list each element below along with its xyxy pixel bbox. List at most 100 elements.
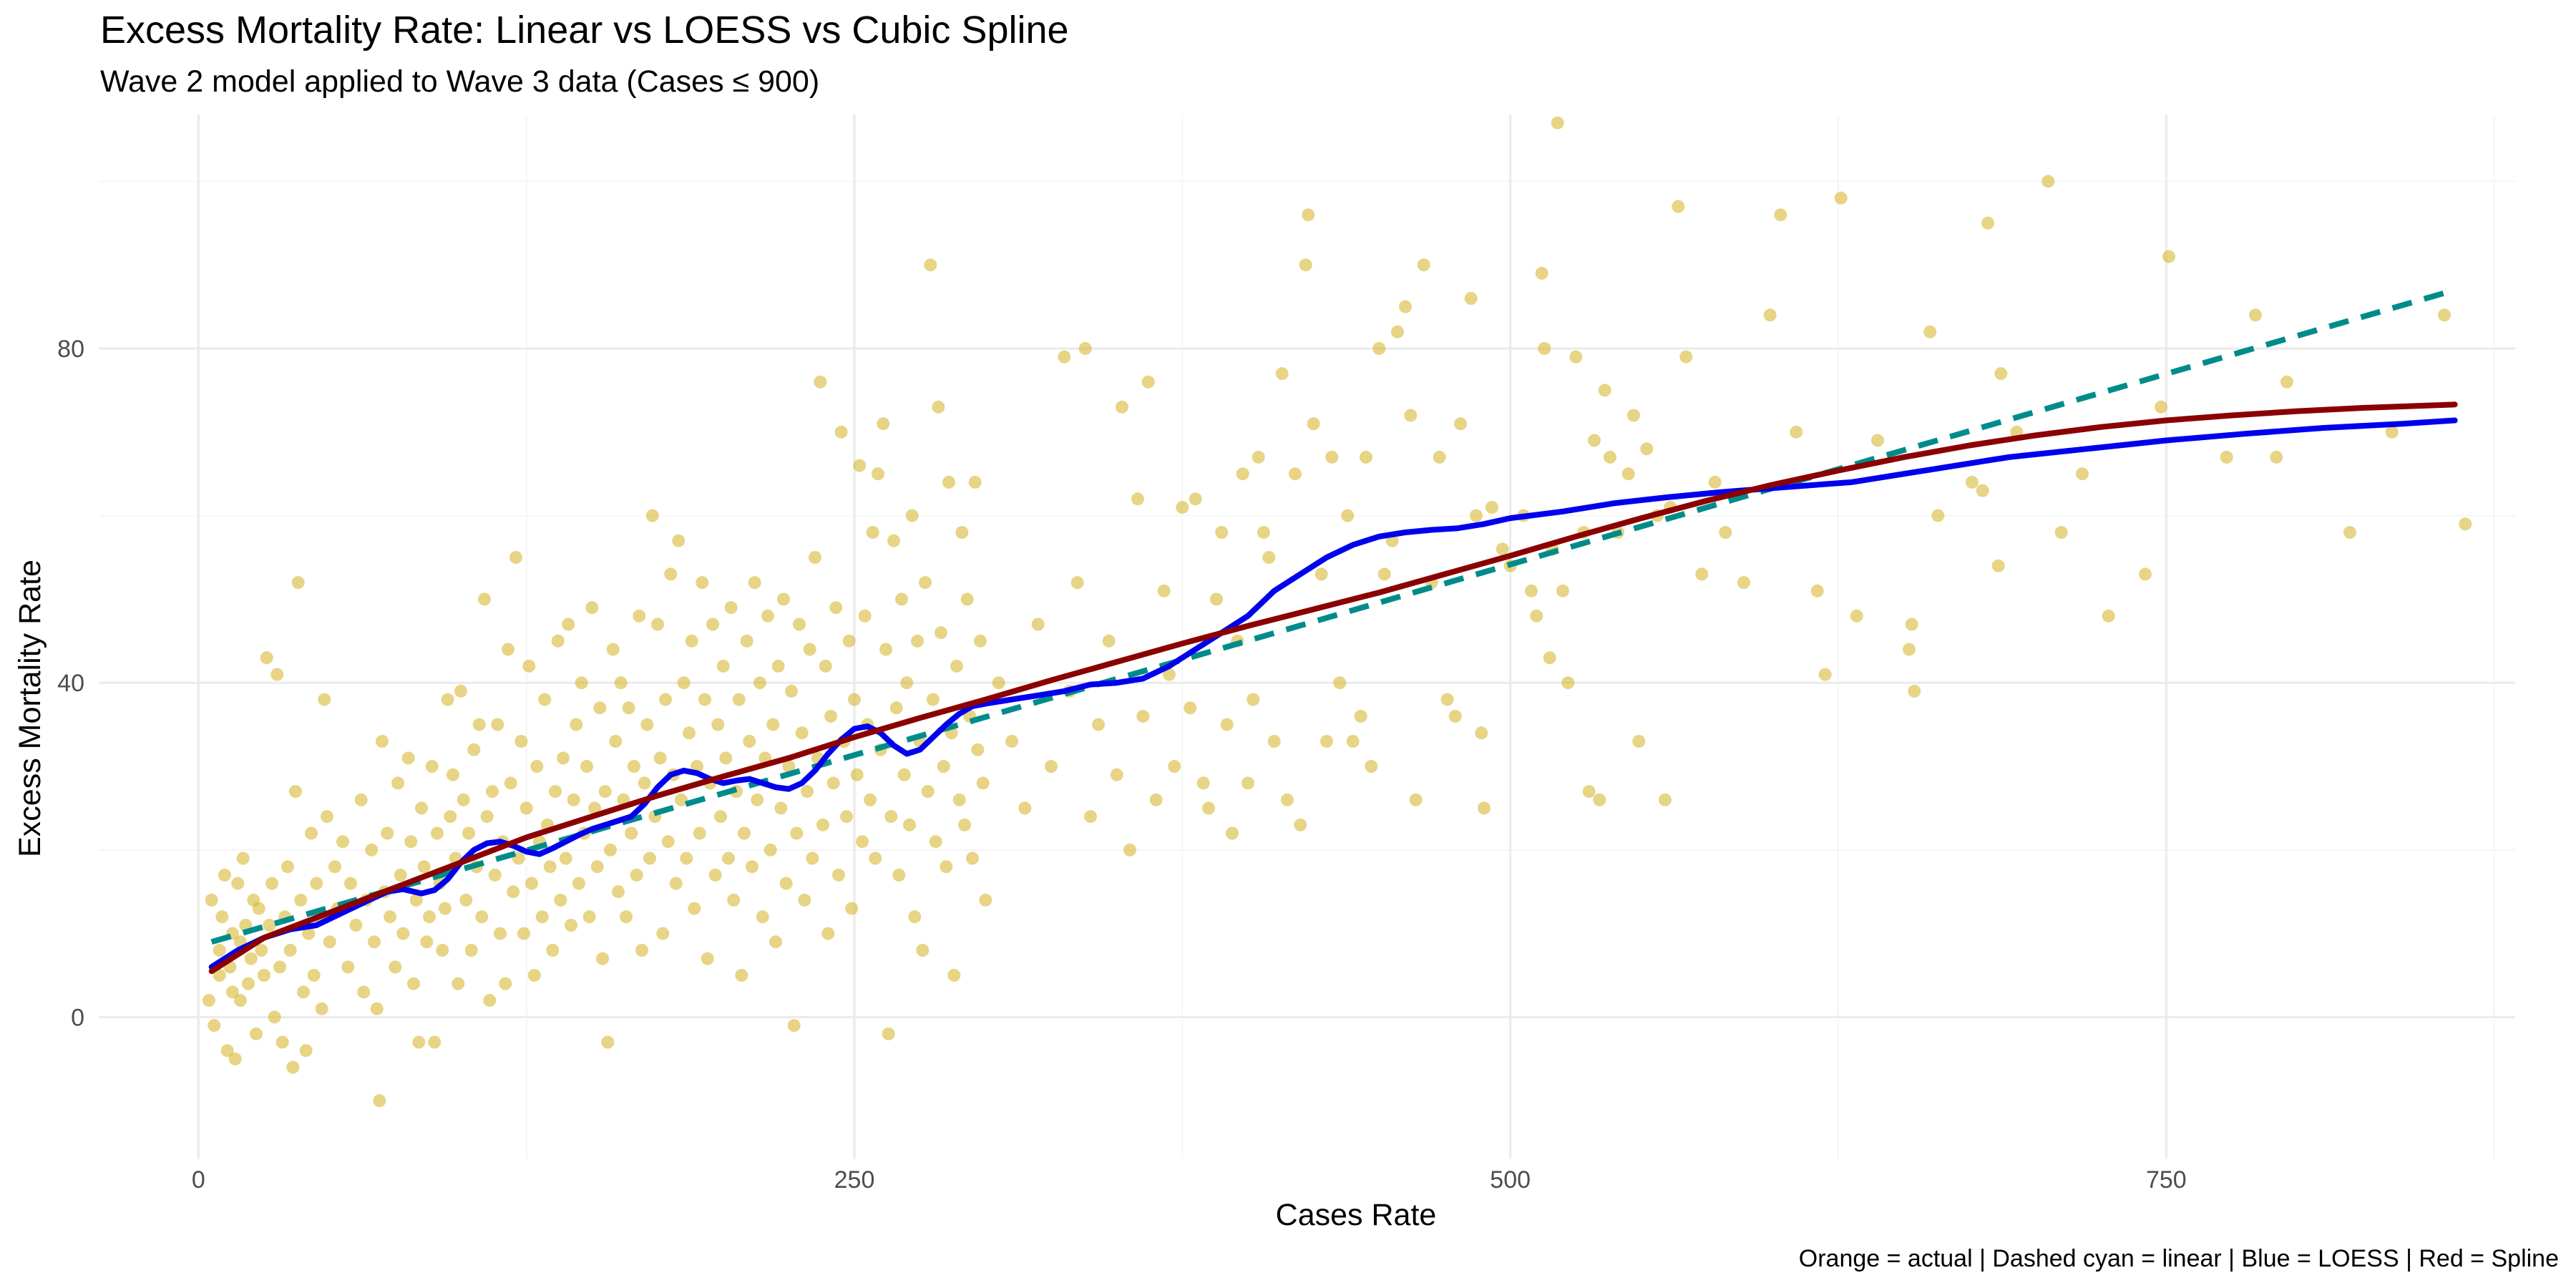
data-point [1659,793,1672,806]
data-point [381,826,394,840]
data-point [866,526,879,539]
data-point [457,793,470,806]
data-point [848,693,861,706]
data-point [746,860,758,874]
data-point [1672,200,1685,213]
data-point [1399,300,1412,313]
data-point [428,1035,441,1049]
data-point [289,785,302,799]
data-point [349,919,363,932]
data-point [677,676,691,690]
data-point [336,835,349,849]
data-point [415,801,428,815]
data-point [572,877,585,890]
linear-fit-line [210,287,2456,945]
data-point [1774,208,1787,222]
data-point [2076,467,2089,481]
data-point [701,952,714,965]
data-point [1045,760,1058,773]
data-point [1538,342,1551,355]
data-point [1070,576,1084,590]
data-point [656,927,670,940]
data-point [273,960,286,974]
data-point [675,793,688,806]
data-point [620,910,633,924]
data-point [1123,843,1136,857]
data-point [1475,726,1488,740]
data-point [748,576,761,590]
data-point [454,684,467,698]
data-point [567,793,580,806]
data-point [307,969,321,982]
data-point [952,793,966,806]
data-point [557,751,570,765]
data-point [929,835,942,849]
data-point [370,1002,384,1015]
data-point [974,634,987,648]
data-point [475,910,489,924]
data-point [462,826,475,840]
data-point [942,475,955,489]
data-point [1257,526,1270,539]
data-point [1226,826,1239,840]
data-point [1923,325,1937,338]
data-point [593,701,607,715]
data-point [976,776,990,790]
data-point [357,985,371,999]
data-point [777,592,790,606]
data-point [575,676,588,690]
data-point [384,910,396,924]
data-point [459,893,473,907]
data-point [452,977,465,990]
data-point [924,258,937,272]
data-point [270,668,284,681]
data-point [779,877,793,890]
data-point [226,985,239,999]
data-point [1905,618,1918,631]
data-point [1850,609,1863,623]
data-point [935,626,947,640]
data-point [722,852,735,865]
data-point [683,726,696,740]
spline-fit-line [208,401,2458,975]
data-point [250,1027,263,1040]
data-point [1470,509,1483,522]
data-point [1168,760,1181,773]
data-point [716,659,730,673]
data-point [562,618,575,631]
data-point [769,935,782,949]
data-point [368,935,381,949]
data-point [464,944,478,957]
data-point [530,760,544,773]
data-point [549,785,562,799]
data-point [1360,450,1372,464]
data-point [1569,350,1583,364]
data-point [2343,526,2356,539]
data-point [1136,710,1150,723]
data-point [447,768,459,781]
data-point [2162,250,2175,263]
data-point [809,551,821,564]
data-point [598,785,612,799]
data-point [234,994,247,1008]
data-point [740,634,753,648]
data-point [2438,308,2451,322]
data-point [1102,634,1116,648]
data-point [315,1002,328,1015]
data-point [1176,501,1189,514]
data-point [645,509,659,522]
data-point [2041,175,2055,188]
data-point [1184,701,1197,715]
data-point [911,634,924,648]
data-point [1391,325,1404,338]
data-point [328,860,341,874]
data-point [213,969,226,982]
data-point [696,576,709,590]
data-point [1496,542,1509,556]
data-point [467,743,481,756]
data-point [937,760,950,773]
data-point [897,768,911,781]
data-point [412,1035,426,1049]
data-point [205,893,218,907]
data-point [242,977,255,990]
